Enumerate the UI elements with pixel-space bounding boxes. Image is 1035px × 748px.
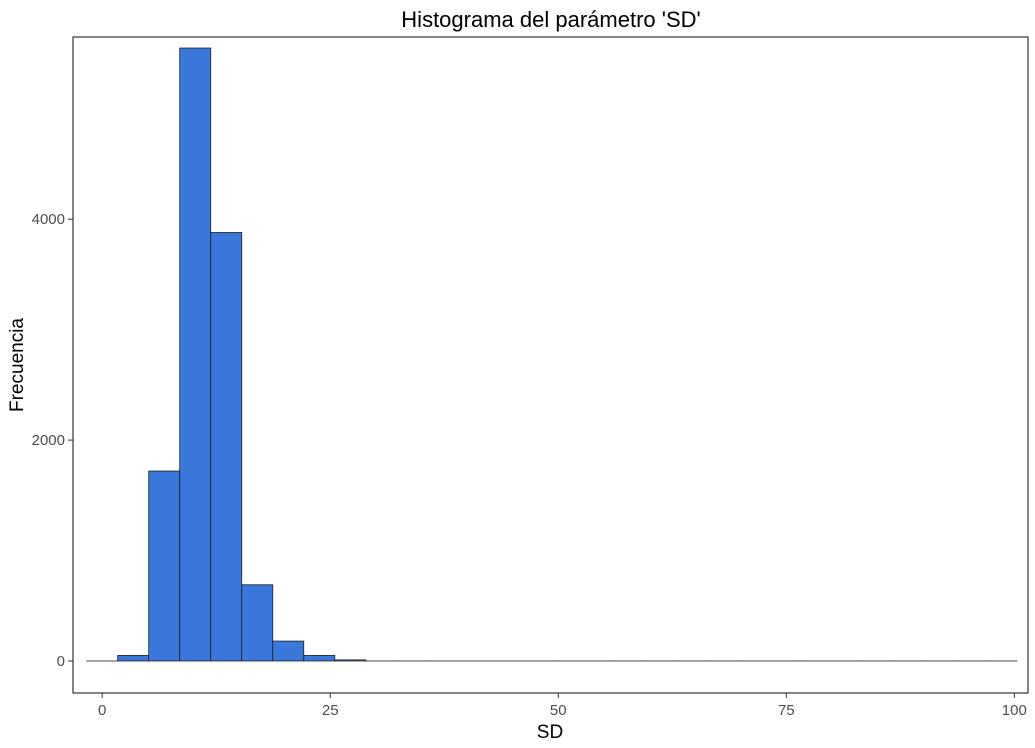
y-axis-title: Frecuencia xyxy=(7,318,28,412)
y-axis-ticks: 0 2000 4000 xyxy=(32,211,73,670)
y-tick-label-1: 2000 xyxy=(32,432,65,449)
x-tick-label-0: 0 xyxy=(98,702,106,719)
x-tick-label-2: 50 xyxy=(550,702,567,719)
histogram-bar-8 xyxy=(334,659,367,662)
y-tick-label-0: 0 xyxy=(57,653,65,670)
x-tick-label-1: 25 xyxy=(322,702,339,719)
histogram-bar-2 xyxy=(148,470,181,662)
histogram-bar-6 xyxy=(272,640,305,662)
histogram-bar-4 xyxy=(210,232,243,662)
x-tick-label-3: 75 xyxy=(778,702,795,719)
histogram-bar-5 xyxy=(241,584,274,662)
histogram-bar-7 xyxy=(303,655,336,662)
histogram-bar-3 xyxy=(179,47,212,662)
chart-title: Histograma del parámetro 'SD' xyxy=(401,7,700,32)
histogram-bar-1 xyxy=(117,655,150,662)
histogram-bars xyxy=(86,47,1018,662)
x-tick-label-4: 100 xyxy=(1002,702,1027,719)
x-axis-title: SD xyxy=(537,722,563,743)
x-axis-ticks: 0 25 50 75 100 xyxy=(98,693,1027,719)
y-tick-label-2: 4000 xyxy=(32,211,65,228)
